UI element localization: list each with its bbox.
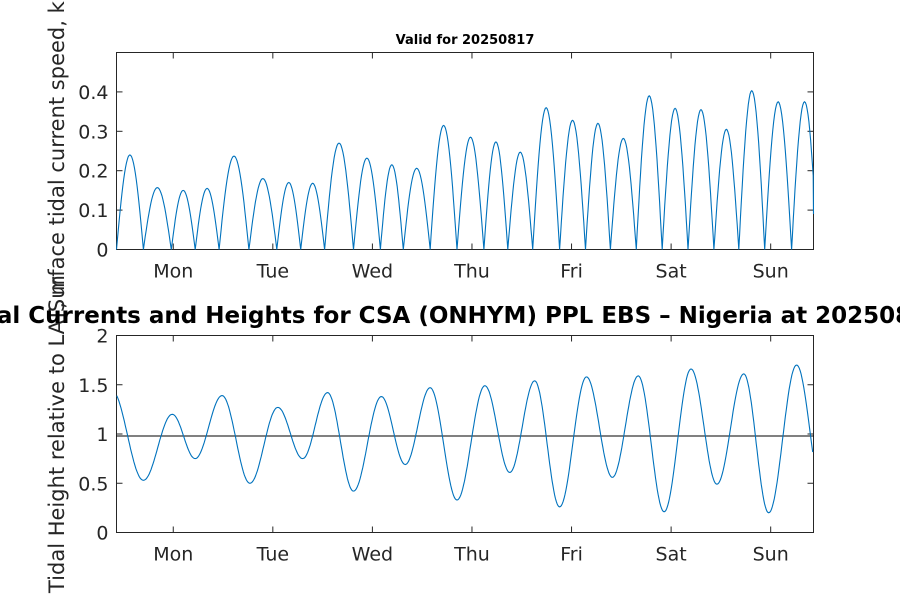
current-speed-x-tick-label: Wed [352, 261, 393, 283]
current-speed-x-ticks: Mon Tue Wed Thu Fri Sat Sun [153, 52, 789, 283]
current-speed-y-tick-label: 0 [96, 240, 108, 262]
tidal-height-x-tick-label: Sat [656, 544, 687, 566]
current-speed-plot-frame [116, 52, 814, 250]
subtitle: Valid for 20250817 [396, 33, 535, 48]
tidal-height-y-tick-label: 2 [96, 326, 108, 348]
tidal-height-series [116, 364, 814, 514]
tidal-height-x-tick-label: Mon [153, 544, 193, 566]
current-speed-x-tick-label: Mon [153, 261, 193, 283]
current-speed-x-tick-label: Fri [560, 261, 583, 283]
tidal-height-y-tick-label: 1 [96, 424, 108, 446]
current-speed-x-tick-label: Tue [256, 261, 289, 283]
current-speed-axes: 0 0.1 0.2 0.3 0.4 Mon Tue Wed Thu Fri Sat Sun Vali… [45, 0, 815, 312]
tidal-height-x-tick-label: Fri [560, 544, 583, 566]
current-speed-series [115, 89, 815, 250]
current-speed-y-ticks: 0 0.1 0.2 0.3 0.4 [78, 82, 814, 262]
tidal-height-y-tick-label: 0 [96, 523, 108, 545]
tidal-height-axes: 0 0.5 1 1.5 2 Mon Tue Wed Thu Fri Sat Sun Tidal He… [45, 275, 814, 594]
current-speed-y-axis-label: Surface tidal current speed, knots [45, 0, 69, 312]
current-speed-y-tick-label: 0.1 [78, 200, 108, 222]
current-speed-x-tick-label: Sat [656, 261, 687, 283]
current-speed-y-tick-label: 0.4 [78, 82, 108, 104]
tidal-height-y-axis-label: Tidal Height relative to LAT, m [45, 275, 69, 594]
tidal-height-y-tick-label: 1.5 [78, 375, 108, 397]
tidal-height-plot-frame [116, 335, 814, 533]
main-title: Tidal Currents and Heights for CSA (ONHY… [0, 303, 900, 329]
current-speed-x-tick-label: Sun [753, 261, 789, 283]
current-speed-x-tick-label: Thu [453, 261, 490, 283]
tidal-height-x-tick-label: Sun [753, 544, 789, 566]
tidal-height-x-tick-label: Thu [453, 544, 490, 566]
current-speed-y-tick-label: 0.2 [78, 161, 108, 183]
tidal-height-x-tick-label: Wed [352, 544, 393, 566]
tidal-height-y-tick-label: 0.5 [78, 473, 108, 495]
tidal-height-x-ticks: Mon Tue Wed Thu Fri Sat Sun [153, 335, 789, 566]
current-speed-y-tick-label: 0.3 [78, 121, 108, 143]
tidal-height-y-ticks: 0 0.5 1 1.5 2 [78, 326, 814, 545]
tidal-height-x-tick-label: Tue [256, 544, 289, 566]
